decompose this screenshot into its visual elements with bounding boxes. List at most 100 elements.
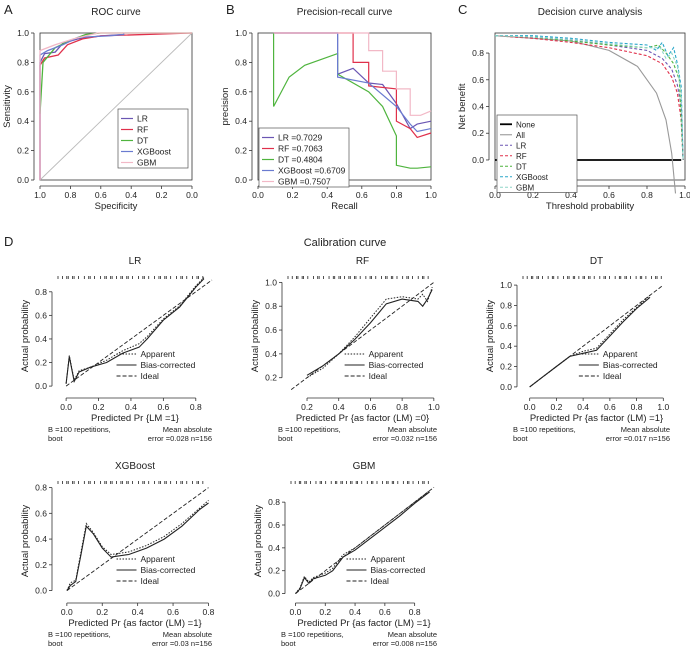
chart-4: RF0.20.40.60.81.00.2 0.4 0.6 0.8 1.0Predicte…	[250, 256, 440, 443]
x-tick-label: 0.6	[157, 402, 169, 412]
series-gbm	[39, 32, 192, 180]
series-bias-corrected	[66, 502, 209, 591]
footnote-left: boot	[513, 434, 529, 443]
footnote-right: error =0.03 n=156	[152, 639, 212, 648]
calibration-title: Calibration curve	[304, 237, 387, 249]
y-tick-label: 0.4	[268, 543, 280, 553]
x-axis-label: Specificity	[95, 201, 138, 212]
chart-title: Decision curve analysis	[538, 7, 643, 18]
footnote-right: Mean absolute	[388, 425, 437, 434]
y-tick-label: 0.6	[35, 310, 47, 320]
legend-entry: Apparent	[141, 554, 176, 564]
series-ideal	[529, 284, 664, 388]
y-tick-label: 0.8	[235, 57, 247, 67]
legend-entry: DT	[137, 136, 148, 146]
x-tick-label: 0.8	[631, 402, 643, 412]
x-tick-label: 1.0	[425, 190, 437, 200]
x-tick-label: 0.8	[641, 190, 653, 200]
y-tick-label: 0.2	[472, 128, 484, 138]
x-tick-label: 0.6	[167, 607, 179, 617]
series-ideal	[66, 487, 209, 591]
series-ideal	[290, 282, 435, 390]
x-tick-label: 0.2	[156, 190, 168, 200]
y-tick-label: 0.8	[35, 483, 47, 493]
legend-entry: Ideal	[141, 371, 160, 381]
y-tick-label: 0.6	[500, 321, 512, 331]
x-axis-label: Predicted Pr {LM =1}	[91, 413, 179, 424]
legend-entry: Apparent	[603, 349, 638, 359]
x-tick-label: 0.4	[132, 607, 144, 617]
series-apparent	[65, 277, 205, 384]
chart-1: Precision-recall curve 0.0 0.2 0.4 0.6 0.8 1.0…	[220, 7, 437, 212]
y-axis-label: precision	[220, 87, 231, 125]
series-dt	[494, 35, 684, 161]
legend-entry: Apparent	[369, 349, 404, 359]
footnote-right: Mean absolute	[163, 425, 212, 434]
series-ideal	[295, 486, 435, 594]
x-tick-label: 1.0	[657, 402, 669, 412]
reference-line	[39, 32, 193, 181]
footnote-right: error =0.032 n=156	[373, 434, 437, 443]
chart-title: XGBoost	[115, 461, 155, 472]
series-xgboost	[273, 32, 432, 133]
y-axis-label: Net benefit	[457, 83, 468, 129]
y-tick-label: 1.0	[17, 28, 29, 38]
y-tick-label: 0.0	[235, 175, 247, 185]
y-tick-label: 0.0	[268, 589, 280, 599]
y-tick-label: 0.2	[268, 566, 280, 576]
series-gbm	[273, 32, 432, 116]
footnote-right: error =0.028 n=156	[148, 434, 212, 443]
legend-entry: DT =0.4804	[278, 155, 323, 165]
chart-title: RF	[356, 256, 369, 267]
x-tick-label: 0.8	[390, 190, 402, 200]
y-tick-label: 0.8	[268, 497, 280, 507]
x-tick-label: 0.4	[125, 402, 137, 412]
y-tick-label: 0.6	[17, 87, 29, 97]
y-tick-label: 0.8	[17, 57, 29, 67]
y-tick-label: 0.0	[35, 586, 47, 596]
x-tick-label: 0.0	[186, 190, 198, 200]
x-tick-label: 0.0	[252, 190, 264, 200]
x-tick-label: 0.0	[524, 402, 536, 412]
x-tick-label: 0.4	[125, 190, 137, 200]
y-tick-label: 1.0	[500, 280, 512, 290]
series-bias-corrected	[529, 296, 651, 388]
y-tick-label: 0.4	[17, 116, 29, 126]
x-tick-label: 0.4	[577, 402, 589, 412]
chart-title: LR	[129, 256, 142, 267]
y-tick-label: 0.6	[268, 520, 280, 530]
x-tick-label: 0.8	[409, 607, 421, 617]
y-tick-label: 0.6	[472, 75, 484, 85]
footnote-right: error =0.008 n=156	[373, 639, 437, 648]
y-tick-label: 0.2	[35, 358, 47, 368]
y-tick-label: 0.8	[500, 300, 512, 310]
series-rf	[494, 35, 684, 161]
x-tick-label: 0.6	[379, 607, 391, 617]
x-tick-label: 0.2	[287, 190, 299, 200]
footnote-right: Mean absolute	[621, 425, 670, 434]
series-bias-corrected	[65, 278, 205, 384]
y-tick-label: 0.2	[500, 362, 512, 372]
x-tick-label: 0.8	[64, 190, 76, 200]
y-tick-label: 0.4	[472, 102, 484, 112]
legend-entry: XGBoost	[516, 173, 549, 182]
y-tick-label: 0.0	[472, 155, 484, 165]
y-axis-label: Actual probability	[253, 505, 264, 578]
x-tick-label: 0.0	[290, 607, 302, 617]
plot-frame	[494, 32, 686, 181]
y-axis-label: Actual probability	[250, 300, 261, 373]
series-bias-corrected	[306, 289, 433, 376]
y-tick-label: 0.4	[35, 334, 47, 344]
x-axis-label: Threshold probability	[546, 201, 634, 212]
legend-entry: GBM =0.7507	[278, 177, 331, 187]
x-tick-label: 0.2	[319, 607, 331, 617]
x-tick-label: 0.2	[527, 190, 539, 200]
y-axis-label: Actual probability	[20, 300, 31, 373]
panel-letter-c: C	[458, 2, 467, 17]
legend-entry: Bias-corrected	[369, 360, 424, 370]
legend-entry: Apparent	[370, 554, 405, 564]
legend-entry: Bias-corrected	[141, 360, 196, 370]
y-axis-label: Actual probability	[485, 300, 496, 373]
